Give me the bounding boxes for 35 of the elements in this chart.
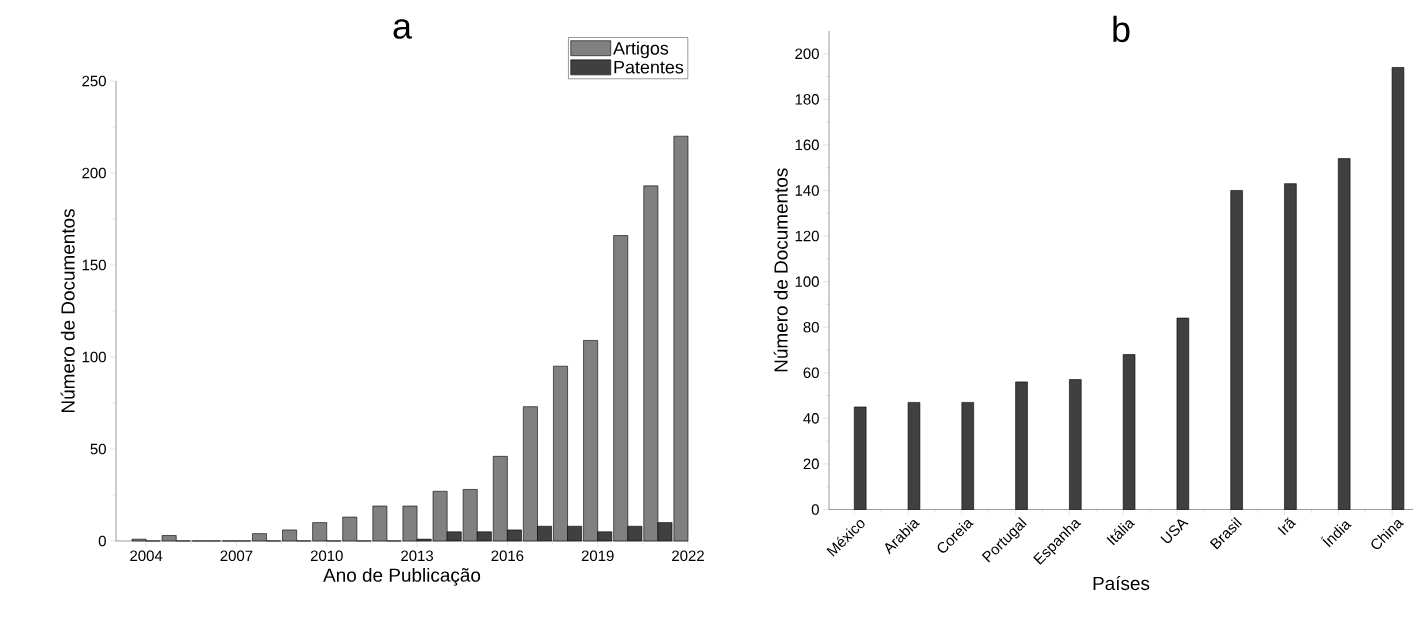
x-tick-label: 2013 — [401, 550, 434, 562]
y-tick-label: 200 — [795, 48, 819, 60]
x-tick-label: 2022 — [672, 550, 704, 562]
x-tick-label: 2016 — [491, 550, 524, 562]
y-tick-label: 160 — [795, 139, 819, 151]
y-tick-label: 40 — [803, 413, 819, 424]
x-tick-label: USA — [1160, 519, 1189, 544]
x-tick-label: 2010 — [310, 550, 343, 562]
y-tick-label: 60 — [803, 367, 819, 379]
x-tick-label: 2004 — [130, 550, 163, 562]
x-tick-label: Irã — [1277, 517, 1297, 536]
y-tick-label: 0 — [98, 535, 106, 547]
y-tick-label: 140 — [795, 185, 819, 196]
y-tick-label: 100 — [82, 351, 106, 363]
y-axis-title: Número de Documentos — [773, 168, 788, 372]
y-tick-label: 250 — [82, 75, 106, 87]
y-tick-label: 50 — [90, 443, 106, 455]
chart-title: a — [393, 19, 412, 39]
legend-label: Artigos — [613, 41, 669, 59]
chart-title: b — [1113, 15, 1130, 43]
y-tick-label: 150 — [82, 259, 106, 271]
legend-label: Patentes — [614, 60, 684, 74]
y-tick-label: 120 — [795, 230, 819, 242]
x-axis-title: Ano de Publicação — [323, 567, 481, 586]
y-tick-label: 0 — [811, 504, 819, 515]
x-axis-title: Países — [1093, 576, 1150, 591]
y-tick-label: 180 — [795, 94, 819, 105]
y-tick-label: 100 — [795, 276, 819, 287]
x-tick-label: Itália — [1106, 520, 1136, 546]
y-tick-label: 20 — [803, 458, 819, 470]
x-tick-label: 2007 — [220, 550, 253, 562]
y-tick-label: 200 — [82, 167, 106, 179]
x-tick-label: 2019 — [581, 550, 614, 562]
y-axis-title: Número de Documentos — [60, 209, 75, 413]
y-tick-label: 80 — [803, 321, 819, 333]
